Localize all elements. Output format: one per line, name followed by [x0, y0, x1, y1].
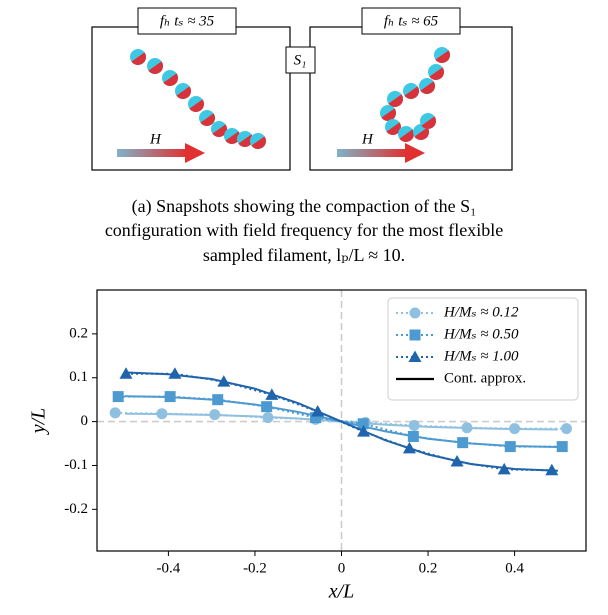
field-arrow — [337, 149, 407, 157]
y-tick-label: -0.1 — [64, 457, 88, 473]
legend-label: H/Mₛ ≈ 0.50 — [443, 326, 519, 342]
marker — [509, 423, 521, 435]
bead-half — [399, 129, 414, 142]
plot-frame — [96, 289, 587, 552]
marker — [109, 407, 121, 419]
bead-half — [386, 122, 401, 135]
legend-marker — [409, 307, 421, 319]
bead-half — [435, 50, 450, 63]
bead-half — [404, 86, 419, 99]
field-arrow-head — [185, 143, 205, 163]
caption-line: sampled filament, lₚ/L ≈ 10. — [203, 245, 405, 265]
x-tick-label: 0 — [338, 560, 346, 576]
marker — [407, 431, 419, 443]
x-tick-label: 0.2 — [419, 560, 438, 576]
marker — [504, 441, 516, 453]
marker — [261, 401, 273, 413]
y-tick-label: 0.1 — [69, 369, 88, 385]
marker — [112, 391, 124, 403]
marker — [212, 394, 224, 406]
marker — [156, 408, 168, 420]
bead-half — [200, 113, 215, 126]
marker — [310, 412, 322, 424]
bead-half — [420, 81, 435, 94]
config-label: S₁ — [294, 52, 307, 68]
legend-label: H/Mₛ ≈ 0.12 — [443, 304, 519, 320]
snapshots: fₕ tₛ ≈ 35 fₕ tₛ ≈ 65 S₁ H H — [91, 7, 513, 171]
y-tick-label: 0 — [81, 413, 89, 429]
marker — [311, 405, 325, 417]
x-tick-label: 0.4 — [505, 560, 524, 576]
marker — [402, 441, 416, 454]
marker — [265, 388, 279, 400]
y-tick-label: -0.2 — [64, 501, 88, 517]
marker — [217, 375, 231, 387]
label-box — [285, 46, 316, 74]
marker — [357, 418, 369, 430]
marker — [457, 437, 469, 449]
bead-half — [421, 116, 436, 129]
marker — [209, 409, 221, 421]
x-axis-label: x/L — [328, 581, 355, 603]
marker — [561, 423, 573, 435]
bead-half — [163, 73, 178, 86]
marker — [164, 391, 176, 403]
marker — [262, 412, 274, 424]
marker — [497, 462, 511, 475]
bead-half — [251, 136, 266, 149]
marker — [168, 367, 182, 379]
field-label: H — [361, 131, 374, 147]
bead-half — [388, 94, 403, 107]
legend-frame — [387, 297, 579, 401]
bead-half — [381, 108, 396, 121]
bead-half — [414, 127, 429, 140]
field-arrow — [117, 149, 187, 157]
x-tick-label: -0.4 — [157, 560, 181, 576]
legend-marker — [408, 350, 422, 362]
marker — [119, 367, 133, 379]
bead-half — [238, 134, 253, 147]
bead-half — [176, 86, 191, 99]
marker — [545, 463, 559, 476]
marker — [450, 455, 464, 467]
marker — [556, 441, 568, 453]
y-axis-label: y/L — [28, 408, 50, 436]
snapshot-label: fₕ tₛ ≈ 65 — [384, 13, 439, 29]
bead-half — [148, 61, 163, 74]
bead-half — [225, 131, 240, 144]
label-box — [137, 7, 237, 35]
caption-line: configuration with field frequency for t… — [105, 220, 503, 240]
x-tick-label: -0.2 — [243, 560, 267, 576]
caption-line: (a) Snapshots showing the compaction of … — [132, 196, 477, 217]
bead-half — [212, 124, 227, 137]
bead-half — [131, 52, 146, 65]
bead-half — [189, 99, 204, 112]
marker — [461, 422, 473, 434]
field-arrow-head — [405, 143, 425, 163]
marker — [357, 425, 371, 437]
y-tick-label: 0.2 — [69, 325, 88, 341]
marker — [408, 420, 420, 432]
legend-label: H/Mₛ ≈ 1.00 — [443, 348, 519, 364]
field-label: H — [149, 131, 162, 147]
series-line — [118, 395, 563, 448]
legend-marker — [409, 329, 421, 341]
bead-half — [429, 67, 444, 80]
snapshot-label: fₕ tₛ ≈ 35 — [160, 13, 215, 29]
legend-label: Cont. approx. — [444, 370, 526, 386]
label-box — [361, 7, 461, 35]
